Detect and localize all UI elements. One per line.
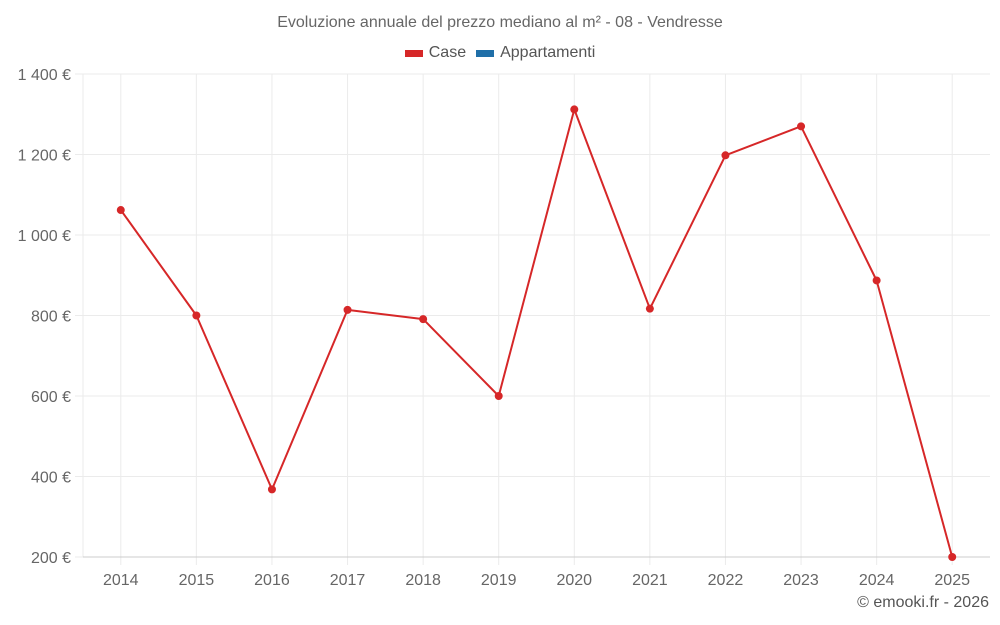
data-point-case[interactable] (570, 105, 579, 114)
y-tick-label: 800 € (31, 309, 71, 326)
x-tick-label: 2023 (783, 572, 819, 589)
data-point-case[interactable] (721, 151, 730, 160)
x-tick-label: 2024 (859, 572, 895, 589)
y-axis: 200 € 400 € 600 € 800 € 1 000 € 1 200 € 1 400 … (18, 67, 83, 567)
legend-item-case[interactable]: Case (404, 44, 467, 62)
series-line-case (119, 108, 954, 558)
x-tick-label: 2014 (103, 572, 139, 589)
x-axis: 2014 2015 2016 2017 2018 2019 2020 2021 2022 2023… (83, 556, 990, 589)
x-tick-label: 2018 (405, 572, 441, 589)
legend: Case Appartamenti (0, 44, 1000, 62)
series-case (116, 105, 957, 561)
y-tick-label: 1 000 € (18, 228, 71, 245)
footer-credit: © emooki.fr - 2026 (857, 594, 989, 611)
y-tick-label: 200 € (31, 550, 71, 567)
data-point-case[interactable] (494, 392, 503, 400)
legend-item-appartamenti[interactable]: Appartamenti (476, 44, 595, 62)
data-point-case[interactable] (116, 206, 125, 215)
legend-swatch-appartamenti (476, 49, 495, 57)
x-tick-label: 2022 (708, 572, 744, 589)
data-point-case[interactable] (419, 315, 428, 324)
y-tick-label: 1 200 € (18, 148, 71, 165)
data-point-case[interactable] (343, 305, 352, 314)
x-tick-label: 2017 (330, 572, 366, 589)
data-point-case[interactable] (192, 311, 201, 320)
y-tick-label: 1 400 € (18, 67, 71, 84)
x-tick-label: 2025 (934, 572, 970, 589)
data-point-case[interactable] (645, 304, 654, 313)
legend-label-case: Case (428, 44, 467, 61)
chart-title: Evoluzione annuale del prezzo mediano al… (277, 14, 723, 31)
grid-lines (82, 73, 990, 565)
legend-label-appartamenti: Appartamenti (500, 44, 596, 61)
data-point-case[interactable] (872, 276, 881, 285)
data-point-case[interactable] (267, 485, 276, 494)
data-point-case[interactable] (797, 122, 806, 131)
y-tick-label: 400 € (31, 470, 71, 487)
x-tick-label: 2019 (481, 572, 517, 589)
x-tick-label: 2016 (254, 572, 290, 589)
data-point-case[interactable] (948, 553, 957, 561)
x-tick-label: 2020 (556, 572, 592, 589)
legend-swatch-case (404, 49, 423, 57)
y-tick-label: 600 € (31, 389, 71, 406)
x-tick-label: 2021 (632, 572, 668, 589)
x-tick-label: 2015 (179, 572, 215, 589)
